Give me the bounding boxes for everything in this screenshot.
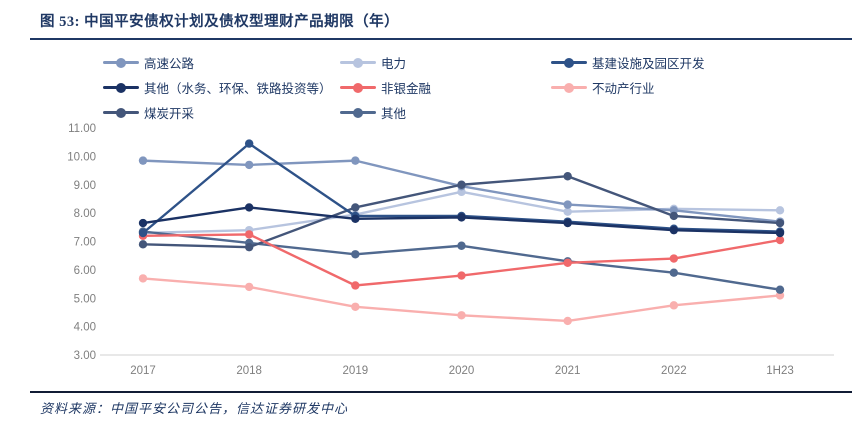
- data-point: [563, 207, 572, 216]
- data-point: [669, 254, 679, 263]
- data-point: [244, 160, 254, 170]
- data-point: [775, 228, 785, 238]
- y-tick-label: 11.00: [68, 123, 96, 135]
- legend-line-dot-marker: [340, 53, 376, 72]
- data-point: [563, 258, 572, 267]
- source-note: 资料来源：中国平安公司公告，信达证券研发中心: [40, 401, 349, 416]
- chart-legend: 高速公路 电力 基建设施及园区开发其他（水务、环保、铁路投资等） 非银金融 不动产行业煤…: [103, 53, 705, 122]
- title-divider: [30, 38, 852, 40]
- data-point: [351, 250, 360, 259]
- x-tick-label: 2019: [343, 365, 369, 377]
- legend-item: 电力: [340, 53, 551, 72]
- y-tick-label: 4.00: [74, 322, 96, 334]
- x-tick-label: 2017: [130, 365, 156, 377]
- x-tick-label: 2022: [661, 365, 687, 377]
- y-tick-label: 7.00: [74, 237, 96, 249]
- data-point: [138, 228, 148, 238]
- legend-line-dot-marker: [340, 103, 376, 122]
- legend-label: 煤炭开采: [144, 107, 195, 121]
- data-point: [351, 281, 360, 290]
- data-point: [563, 316, 572, 326]
- legend-line-dot-marker: [551, 78, 587, 97]
- data-point: [669, 268, 679, 277]
- y-tick-label: 5.00: [74, 293, 96, 305]
- legend-item: 非银金融: [340, 78, 551, 97]
- legend-item: 其他: [340, 103, 551, 122]
- legend-label: 不动产行业: [592, 82, 655, 96]
- data-point: [138, 240, 148, 249]
- legend-line-dot-marker: [551, 53, 587, 72]
- legend-item: 其他（水务、环保、铁路投资等）: [103, 78, 340, 97]
- data-point: [138, 218, 148, 228]
- legend-label: 非银金融: [381, 82, 432, 96]
- legend-label: 其他（水务、环保、铁路投资等）: [144, 82, 332, 96]
- legend-label: 高速公路: [144, 57, 195, 71]
- data-point: [244, 282, 254, 292]
- x-tick-label: 2020: [449, 365, 475, 377]
- data-point: [138, 156, 148, 165]
- data-point: [775, 235, 785, 245]
- footer-divider: [30, 391, 852, 393]
- data-point: [457, 180, 466, 189]
- y-tick-label: 10.00: [67, 151, 96, 163]
- data-point: [775, 285, 785, 294]
- data-point: [244, 242, 254, 252]
- legend-line-dot-marker: [103, 78, 139, 97]
- legend-label: 电力: [381, 57, 407, 71]
- data-point: [563, 172, 572, 181]
- data-point: [351, 302, 360, 311]
- series-line: [141, 230, 782, 291]
- y-tick-label: 8.00: [74, 208, 96, 220]
- data-point: [351, 203, 360, 212]
- legend-item: 基建设施及园区开发: [551, 53, 705, 72]
- data-point: [351, 214, 360, 223]
- data-point: [669, 301, 679, 310]
- data-point: [775, 206, 785, 215]
- legend-line-dot-marker: [340, 78, 376, 97]
- data-point: [457, 213, 466, 222]
- data-point: [563, 218, 572, 228]
- x-tick-label: 1H23: [766, 365, 794, 377]
- x-tick-label: 2018: [236, 365, 262, 377]
- legend-item: 高速公路: [103, 53, 340, 72]
- legend-item: 不动产行业: [551, 78, 705, 97]
- data-point: [138, 274, 148, 283]
- data-point: [457, 241, 466, 250]
- y-tick-label: 9.00: [74, 180, 96, 192]
- y-tick-label: 6.00: [74, 265, 96, 277]
- data-point: [669, 211, 679, 221]
- legend-item: 煤炭开采: [103, 103, 340, 122]
- data-point: [244, 203, 254, 212]
- y-tick-label: 3.00: [74, 350, 96, 362]
- figure-title: 图 53: 中国平安债权计划及债权型理财产品期限（年）: [40, 14, 400, 30]
- data-point: [244, 139, 254, 148]
- legend-line-dot-marker: [103, 103, 139, 122]
- data-point: [351, 156, 360, 165]
- data-point: [775, 218, 785, 228]
- data-point: [244, 230, 254, 239]
- legend-label: 基建设施及园区开发: [592, 57, 705, 71]
- data-point: [669, 225, 679, 235]
- x-tick-label: 2021: [555, 365, 581, 377]
- legend-line-dot-marker: [103, 53, 139, 72]
- legend-label: 其他: [381, 107, 407, 121]
- data-point: [457, 271, 466, 280]
- data-point: [563, 200, 572, 209]
- data-point: [457, 311, 466, 320]
